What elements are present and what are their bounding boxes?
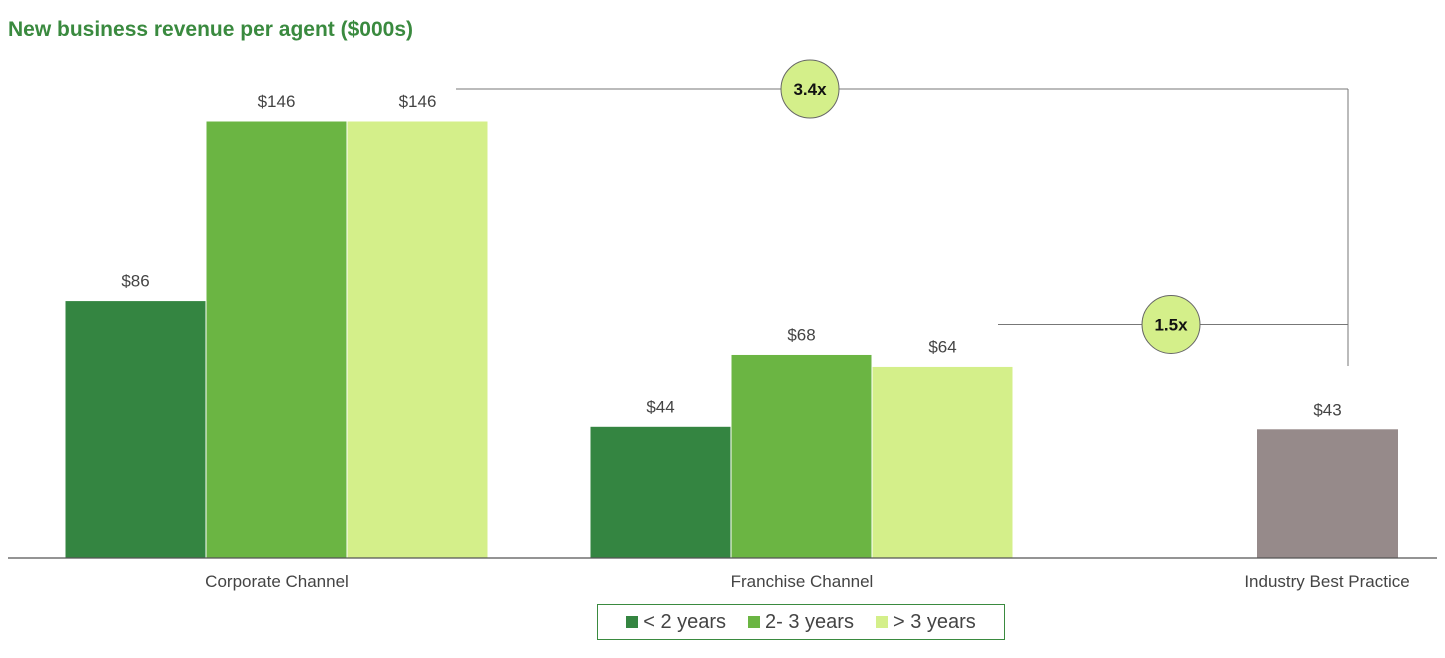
chart-title: New business revenue per agent ($000s) <box>8 18 413 41</box>
legend-swatch-gt3 <box>875 616 888 628</box>
data-label-s2-c1: $64 <box>928 337 956 356</box>
annotation-bubble-0 <box>780 59 840 119</box>
annotation-bubble-1 <box>1141 294 1201 354</box>
bar-benchmark <box>1257 429 1398 558</box>
data-label-s0-c1: $44 <box>646 397 674 416</box>
annotation-text-0: 3.4x <box>793 80 827 99</box>
legend-item-gt3: > 3 years <box>875 610 976 634</box>
legend-label-2to3: 2- 3 years <box>765 610 854 633</box>
bar-s1-c1 <box>730 353 873 559</box>
annotation-text-1: 1.5x <box>1154 315 1188 334</box>
bar-s1-c0 <box>205 120 348 559</box>
legend-item-2to3: 2- 3 years <box>748 611 854 634</box>
data-label-s2-c0: $146 <box>399 92 437 111</box>
data-label-s1-c0: $146 <box>258 92 296 111</box>
legend: < 2 years 2- 3 years > 3 years <box>597 604 1005 640</box>
legend-swatch-lt2 <box>626 616 639 628</box>
category-label-0: Corporate Channel <box>205 572 349 591</box>
legend-swatch-2to3 <box>748 616 761 628</box>
data-label-benchmark: $43 <box>1313 400 1341 419</box>
legend-label-lt2: < 2 years <box>643 610 727 633</box>
bar-s0-c1 <box>589 425 732 559</box>
bar-s2-c1 <box>871 365 1014 559</box>
category-label-2: Industry Best Practice <box>1244 572 1409 591</box>
data-label-s1-c1: $68 <box>787 325 815 344</box>
legend-item-lt2: < 2 years <box>626 611 726 634</box>
data-label-s0-c0: $86 <box>121 272 149 291</box>
bar-s0-c0 <box>64 300 207 559</box>
legend-label-gt3: > 3 years <box>892 610 976 633</box>
bar-s2-c0 <box>346 120 489 559</box>
category-label-1: Franchise Channel <box>731 572 874 591</box>
